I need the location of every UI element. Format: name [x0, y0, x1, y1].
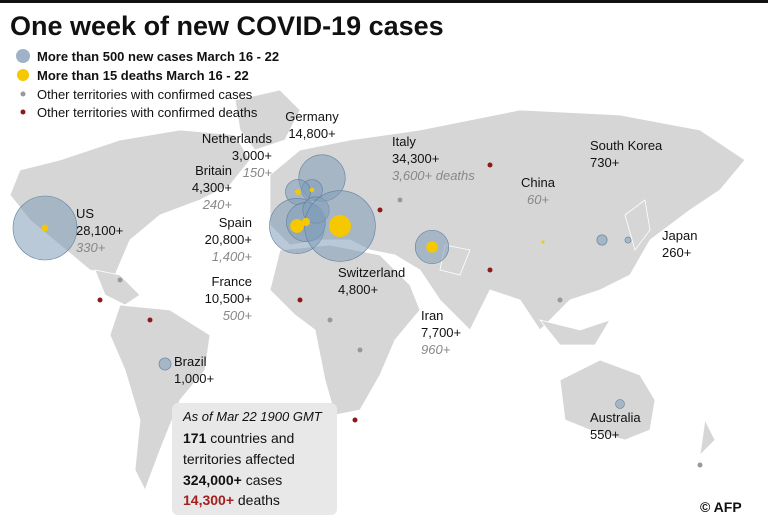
death-count: 960+	[421, 342, 451, 357]
country-name: Switzerland	[338, 265, 405, 280]
death-count: 3,600+ deaths	[392, 168, 475, 183]
death-dot	[426, 241, 438, 253]
case-count: 260+	[662, 245, 691, 260]
country-name: France	[212, 274, 252, 289]
case-bubble	[624, 236, 632, 244]
legend-label: Other territories with confirmed deaths	[37, 105, 258, 120]
count-text: deaths	[238, 492, 280, 508]
summary-countries: 171 countries and	[183, 430, 294, 446]
legend-swatch	[20, 109, 26, 115]
case-count: 20,800+	[205, 232, 252, 247]
death-dot	[290, 219, 304, 233]
case-bubble	[615, 399, 625, 409]
case-count: 4,800+	[338, 282, 378, 297]
legend-label: Other territories with confirmed cases	[37, 87, 253, 102]
country-name: Netherlands	[202, 131, 273, 146]
case-count: 550+	[590, 427, 619, 442]
case-count: 10,500+	[205, 291, 252, 306]
case-count: 28,100+	[76, 223, 123, 238]
death-dot	[41, 224, 49, 232]
summary-cases: 324,000+ cases	[183, 472, 282, 488]
country-name: Australia	[590, 410, 641, 425]
death-count: 240+	[202, 197, 233, 212]
title: One week of new COVID-19 cases	[10, 11, 444, 41]
death-dots	[41, 187, 545, 253]
count-text: cases	[246, 472, 283, 488]
bubbles	[12, 154, 632, 409]
case-count: 34,300+	[392, 151, 439, 166]
country-name: Japan	[662, 228, 697, 243]
count-text: countries and	[210, 430, 294, 446]
death-dot	[541, 240, 545, 244]
legend-label: More than 500 new cases March 16 - 22	[37, 49, 279, 64]
death-count: 1,400+	[212, 249, 253, 264]
summary-deaths: 14,300+ deaths	[183, 492, 280, 508]
country-name: China	[521, 175, 556, 190]
death-count: 330+	[76, 240, 106, 255]
summary-box	[172, 403, 337, 515]
country-name: Brazil	[174, 354, 207, 369]
country-name: Germany	[285, 109, 339, 124]
country-name: Spain	[219, 215, 252, 230]
legend-swatch	[20, 91, 26, 97]
case-count: 7,700+	[421, 325, 461, 340]
legend-label: More than 15 deaths March 16 - 22	[37, 68, 249, 83]
credit: © AFP	[700, 499, 742, 515]
summary-date: As of Mar 22 1900 GMT	[182, 409, 323, 424]
case-count: 3,000+	[232, 148, 272, 163]
legend-swatch	[16, 49, 30, 63]
country-name: Britain	[195, 163, 232, 178]
country-name: Italy	[392, 134, 416, 149]
death-dot	[329, 215, 351, 237]
death-dot	[295, 189, 301, 195]
count: 171	[183, 430, 207, 446]
case-count: 730+	[590, 155, 619, 170]
country-name: South Korea	[590, 138, 663, 153]
death-dot	[301, 217, 311, 227]
case-count: 1,000+	[174, 371, 214, 386]
country-name: US	[76, 206, 94, 221]
case-count: 14,800+	[288, 126, 335, 141]
death-count: 60+	[527, 192, 549, 207]
count: 324,000+	[183, 472, 242, 488]
death-count: 150+	[243, 165, 273, 180]
case-bubble	[596, 234, 608, 246]
death-dot	[309, 187, 315, 193]
case-bubble	[158, 357, 172, 371]
death-count: 500+	[223, 308, 253, 323]
other-territories	[97, 162, 703, 468]
count: 14,300+	[183, 492, 234, 508]
top-rule	[0, 0, 768, 3]
legend-swatch	[17, 69, 29, 81]
count-text: territories affected	[183, 451, 295, 467]
country-name: Iran	[421, 308, 443, 323]
case-count: 4,300+	[192, 180, 232, 195]
